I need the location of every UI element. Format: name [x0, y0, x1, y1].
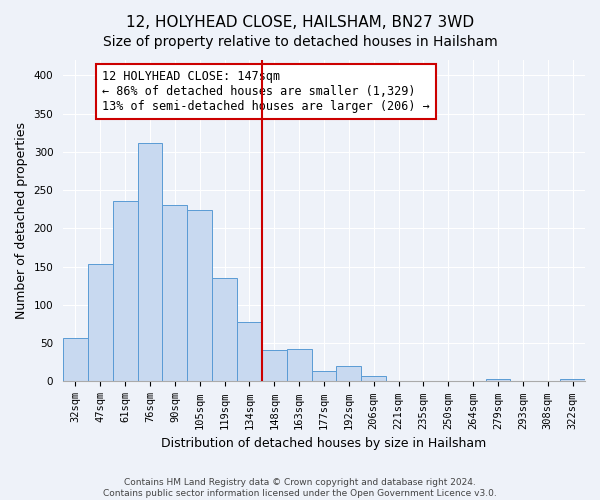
Bar	[560, 379, 585, 382]
Bar	[113, 201, 137, 382]
Bar	[137, 144, 163, 382]
Bar	[212, 278, 237, 382]
Bar	[63, 338, 88, 382]
Bar	[361, 376, 386, 382]
Text: 12 HOLYHEAD CLOSE: 147sqm
← 86% of detached houses are smaller (1,329)
13% of se: 12 HOLYHEAD CLOSE: 147sqm ← 86% of detac…	[102, 70, 430, 112]
Bar	[163, 206, 187, 382]
Text: 12, HOLYHEAD CLOSE, HAILSHAM, BN27 3WD: 12, HOLYHEAD CLOSE, HAILSHAM, BN27 3WD	[126, 15, 474, 30]
Bar	[485, 379, 511, 382]
Bar	[287, 350, 311, 382]
Bar	[187, 210, 212, 382]
Bar	[311, 370, 337, 382]
Text: Contains HM Land Registry data © Crown copyright and database right 2024.
Contai: Contains HM Land Registry data © Crown c…	[103, 478, 497, 498]
Text: Size of property relative to detached houses in Hailsham: Size of property relative to detached ho…	[103, 35, 497, 49]
Y-axis label: Number of detached properties: Number of detached properties	[15, 122, 28, 319]
Bar	[262, 350, 287, 382]
Bar	[337, 366, 361, 382]
Bar	[88, 264, 113, 382]
Bar	[237, 322, 262, 382]
X-axis label: Distribution of detached houses by size in Hailsham: Distribution of detached houses by size …	[161, 437, 487, 450]
